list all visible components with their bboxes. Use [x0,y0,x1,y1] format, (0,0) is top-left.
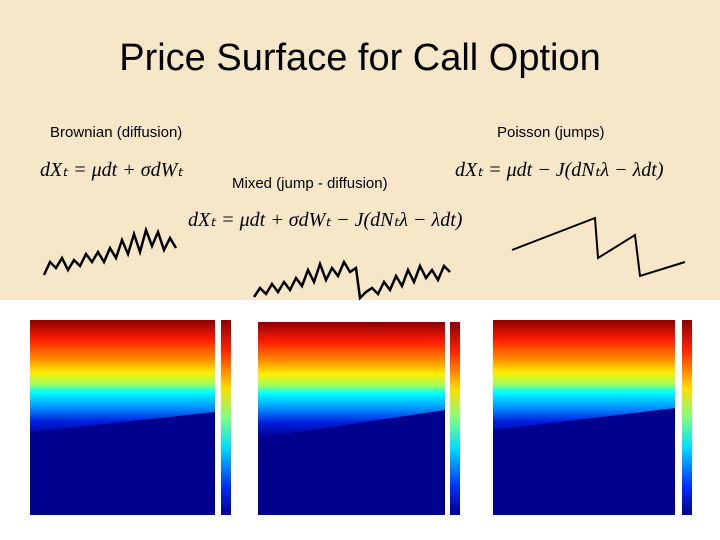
mixed-path [252,259,451,301]
heatmap-panel [493,320,692,515]
brownian-path [42,225,178,276]
colorbar [682,320,692,515]
panel-label: Brownian (diffusion) [50,124,182,141]
heatmap-panel [258,322,460,515]
heatmap-panel [30,320,231,515]
formula: dXₜ = μdt − J(dNₜλ − λdt) [455,159,664,181]
background [0,0,720,300]
panel-label: Poisson (jumps) [497,124,605,141]
formula: dXₜ = μdt + σdWₜ [40,159,184,181]
colorbar [450,322,460,515]
title: Price Surface for Call Option [119,37,601,79]
colorbar [221,320,231,515]
panel-label: Mixed (jump - diffusion) [232,175,388,192]
heatmap-region [493,408,675,515]
poisson-path [511,216,686,278]
heatmap-region [30,412,215,515]
heatmap-region [258,410,445,515]
formula: dXₜ = μdt + σdWₜ − J(dNₜλ − λdt) [188,209,463,231]
